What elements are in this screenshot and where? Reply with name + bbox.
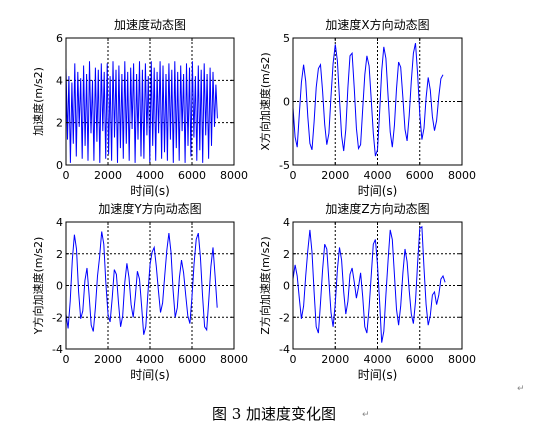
x-tick-label: 6000: [178, 169, 206, 182]
chart-panel-2: 0 2000 4000 6000 8000-505加速度X方向动态图时间(s)X方向加速…: [258, 17, 476, 198]
x-axis-label: 时间(s): [358, 368, 398, 382]
x-tick-label: 4000: [136, 169, 164, 182]
data-series-line: [292, 42, 444, 157]
x-tick-label: 8000: [448, 353, 476, 366]
data-series-line: [65, 231, 218, 335]
y-tick-label: 2: [56, 248, 63, 261]
x-axis-label: 时间(s): [130, 184, 170, 198]
x-tick-label: 0: [290, 169, 297, 182]
y-axis-label: 加速度(m/s2): [31, 67, 45, 136]
x-tick-label: 8000: [448, 169, 476, 182]
x-tick-label: 4000: [136, 353, 164, 366]
y-tick-label: -2: [52, 311, 63, 324]
x-tick-label: 4000: [364, 169, 392, 182]
y-axis-label: Z方向加速度(m/s2): [258, 236, 272, 334]
y-axis-label: X方向加速度(m/s2): [258, 52, 272, 150]
y-axis-label: Y方向加速度(m/s2): [31, 237, 45, 335]
chart-title: 加速度动态图: [114, 17, 186, 32]
chart-title: 加速度Z方向动态图: [325, 201, 429, 216]
x-tick-label: 8000: [220, 169, 248, 182]
y-tick-label: 0: [56, 159, 63, 172]
chart-title: 加速度Y方向动态图: [98, 201, 201, 216]
x-tick-label: 6000: [406, 169, 434, 182]
y-tick-label: 6: [56, 32, 63, 45]
y-tick-label: -5: [279, 159, 290, 172]
x-tick-label: 2000: [321, 169, 349, 182]
y-tick-label: -4: [279, 343, 290, 356]
y-tick-label: 2: [283, 248, 290, 261]
y-tick-label: 4: [56, 74, 63, 87]
data-series-line: [65, 61, 218, 163]
x-tick-label: 2000: [321, 353, 349, 366]
figure-caption: 图 3 加速度变化图: [211, 405, 337, 423]
y-tick-label: 4: [56, 216, 63, 229]
acceleration-figure: 0 2000 4000 6000 80000246加速度动态图时间(s)加速度(m/s2…: [31, 17, 476, 382]
paragraph-mark: ↵: [517, 384, 525, 394]
y-tick-label: 4: [283, 216, 290, 229]
x-tick-label: 6000: [178, 353, 206, 366]
x-tick-label: 0: [290, 353, 297, 366]
y-tick-label: -4: [52, 343, 63, 356]
x-tick-label: 6000: [406, 353, 434, 366]
y-tick-label: -2: [279, 311, 290, 324]
x-tick-label: 2000: [94, 353, 122, 366]
y-tick-label: 0: [283, 280, 290, 293]
x-axis-label: 时间(s): [358, 184, 398, 198]
caption-paragraph-mark: ↵: [362, 410, 370, 420]
x-tick-label: 0: [63, 353, 70, 366]
x-axis-label: 时间(s): [130, 368, 170, 382]
x-tick-label: 2000: [94, 169, 122, 182]
y-tick-label: 2: [56, 117, 63, 130]
y-tick-label: 0: [283, 96, 290, 109]
chart-title: 加速度X方向动态图: [325, 17, 429, 32]
x-tick-label: 4000: [364, 353, 392, 366]
x-tick-label: 8000: [220, 353, 248, 366]
data-series-line: [292, 225, 446, 343]
x-tick-label: 0: [63, 169, 70, 182]
y-tick-label: 5: [283, 32, 290, 45]
y-tick-label: 0: [56, 280, 63, 293]
